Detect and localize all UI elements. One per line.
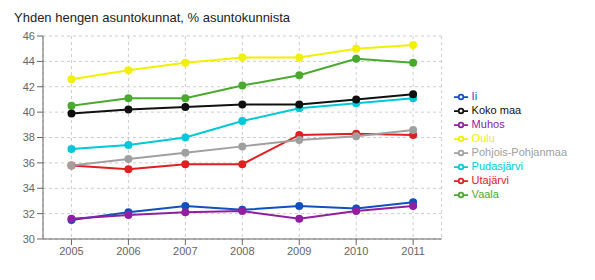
svg-text:2005: 2005 xyxy=(59,245,83,257)
svg-text:36: 36 xyxy=(23,157,35,169)
svg-text:32: 32 xyxy=(23,208,35,220)
html-text:Vaala: Vaala xyxy=(471,188,499,201)
html-text:Oulu: Oulu xyxy=(471,131,495,144)
svg-text:2008: 2008 xyxy=(230,245,254,257)
svg-text:2009: 2009 xyxy=(287,245,311,257)
svg-text:2007: 2007 xyxy=(173,245,197,257)
html-text:Muhos: Muhos xyxy=(471,117,505,130)
svg-text:42: 42 xyxy=(23,81,35,93)
svg-text:2011: 2011 xyxy=(401,245,425,257)
svg-text:38: 38 xyxy=(23,131,35,143)
svg-text:44: 44 xyxy=(23,55,35,67)
svg-text:34: 34 xyxy=(23,182,35,194)
svg-text:2010: 2010 xyxy=(344,245,368,257)
svg-text:2006: 2006 xyxy=(116,245,140,257)
html-text:Pohjois-Pohjanmaa: Pohjois-Pohjanmaa xyxy=(471,146,567,158)
svg-text:46: 46 xyxy=(23,30,35,42)
svg-text:30: 30 xyxy=(23,233,35,245)
svg-text:40: 40 xyxy=(23,106,35,118)
html-text:Pudasjärvi: Pudasjärvi xyxy=(471,160,523,173)
html-text:Utajärvi: Utajärvi xyxy=(471,174,509,187)
html-text:Yhden hengen asuntokunnat, % a: Yhden hengen asuntokunnat, % asuntokunni… xyxy=(14,10,291,25)
html-text:Koko maa: Koko maa xyxy=(471,103,522,116)
html-text:Ii: Ii xyxy=(471,89,478,102)
